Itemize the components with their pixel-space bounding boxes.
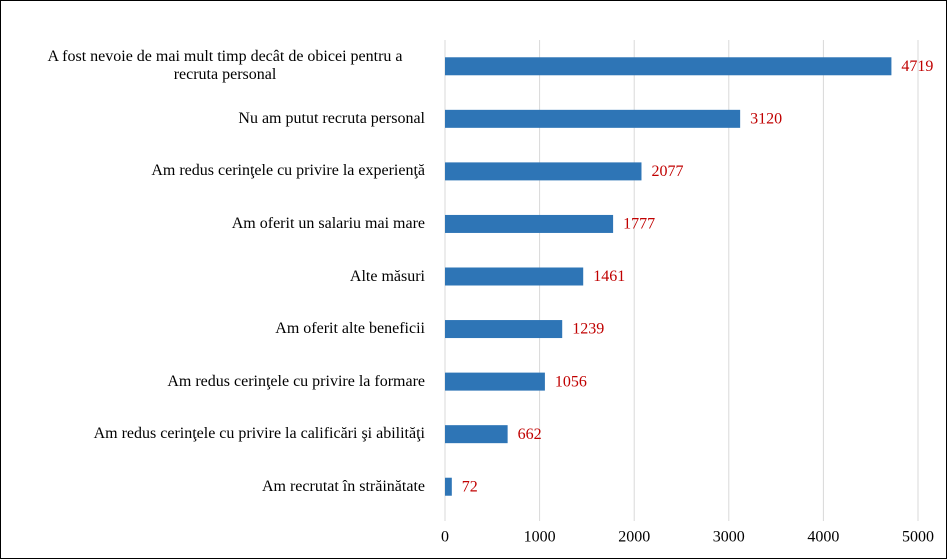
value-label: 1461 xyxy=(593,268,625,285)
bar xyxy=(445,57,892,76)
x-tick-label: 5000 xyxy=(902,529,934,546)
category-label-box: Alte măsuri xyxy=(25,268,425,286)
y-tick-label: A fost nevoie de mai mult timp decât de … xyxy=(47,48,403,84)
value-label: 1056 xyxy=(555,373,587,390)
bar xyxy=(445,477,452,496)
bar xyxy=(445,267,584,286)
y-tick-label: Nu am putut recruta personal xyxy=(238,109,425,127)
category-label-box: Nu am putut recruta personal xyxy=(25,110,425,128)
bar xyxy=(445,109,741,128)
value-label: 4719 xyxy=(901,58,933,75)
category-label-box: Am redus cerinţele cu privire la calific… xyxy=(25,425,425,443)
bar xyxy=(445,372,545,391)
category-label-box: Am oferit un salariu mai mare xyxy=(25,215,425,233)
value-label: 72 xyxy=(462,478,478,495)
y-tick-label: Am redus cerinţele cu privire la calific… xyxy=(93,425,425,443)
y-tick-label: Am redus cerinţele cu privire la formare xyxy=(167,372,425,390)
y-tick-label: Am oferit un salariu mai mare xyxy=(231,214,425,232)
bar xyxy=(445,162,642,181)
value-label: 1239 xyxy=(572,321,604,338)
category-label-box: Am oferit alte beneficii xyxy=(25,320,425,338)
value-label: 662 xyxy=(518,426,542,443)
category-label-box: Am redus cerinţele cu privire la formare xyxy=(25,373,425,391)
bar xyxy=(445,214,614,233)
y-tick-label: Am oferit alte beneficii xyxy=(275,320,425,338)
category-label-box: A fost nevoie de mai mult timp decât de … xyxy=(25,48,425,84)
y-tick-label: Am recrutat în străinătate xyxy=(261,477,425,495)
x-tick-label: 3000 xyxy=(713,529,745,546)
value-label: 2077 xyxy=(651,163,683,180)
x-tick-label: 0 xyxy=(441,529,449,546)
category-label-box: Am recrutat în străinătate xyxy=(25,478,425,496)
y-tick-label: Alte măsuri xyxy=(349,267,425,285)
x-tick-label: 1000 xyxy=(524,529,556,546)
value-label: 1777 xyxy=(623,216,655,233)
bar xyxy=(445,425,508,444)
x-tick-label: 4000 xyxy=(807,529,839,546)
category-label-box: Am redus cerinţele cu privire la experie… xyxy=(25,162,425,180)
x-tick-label: 2000 xyxy=(618,529,650,546)
value-label: 3120 xyxy=(750,111,782,128)
bar xyxy=(445,320,563,339)
y-tick-label: Am redus cerinţele cu privire la experie… xyxy=(151,162,425,180)
